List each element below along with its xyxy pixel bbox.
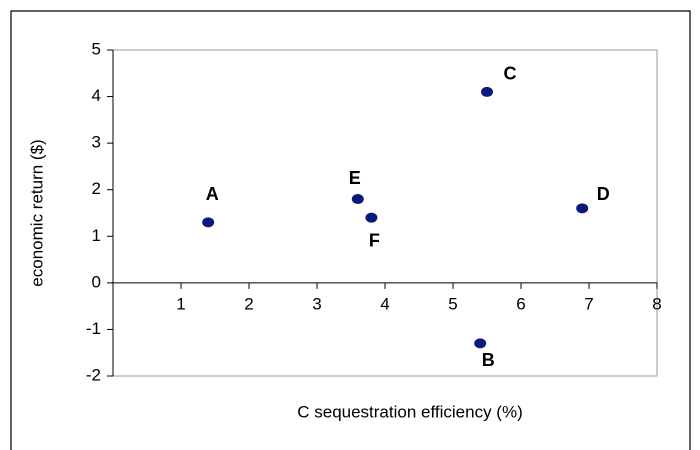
plot-area [112,49,658,377]
y-tick-label: 3 [92,133,101,152]
point-label: B [482,350,495,370]
x-tick-label: 5 [448,294,457,313]
y-tick-label: 4 [92,86,101,105]
y-tick-label: 1 [92,226,101,245]
point [576,203,589,214]
x-tick-label: 2 [244,294,253,313]
point-label: C [504,64,517,84]
point-label: D [597,184,610,204]
frame [10,10,691,450]
point [365,212,378,223]
y-tick-label: 5 [92,39,101,58]
point [202,217,215,228]
y-tick-label: -1 [86,319,101,338]
point-label: A [206,184,219,204]
x-tick-label: 3 [312,294,321,313]
point-label: F [369,230,380,250]
y-tick-label: 0 [92,272,101,291]
x-tick-label: 1 [176,294,185,313]
point [474,338,487,349]
x-tick-label: 8 [652,294,661,313]
point [481,86,493,97]
x-tick-label: 7 [584,294,593,313]
point-label: E [349,168,361,188]
y-tick-label: 2 [92,179,101,198]
y-tick-label: -2 [86,365,101,384]
point [351,194,364,205]
y-axis-label: economic return ($) [27,139,46,286]
x-axis-label: C sequestration efficiency (%) [297,402,523,421]
x-tick-label: 6 [516,294,525,313]
x-tick-label: 4 [380,294,389,313]
